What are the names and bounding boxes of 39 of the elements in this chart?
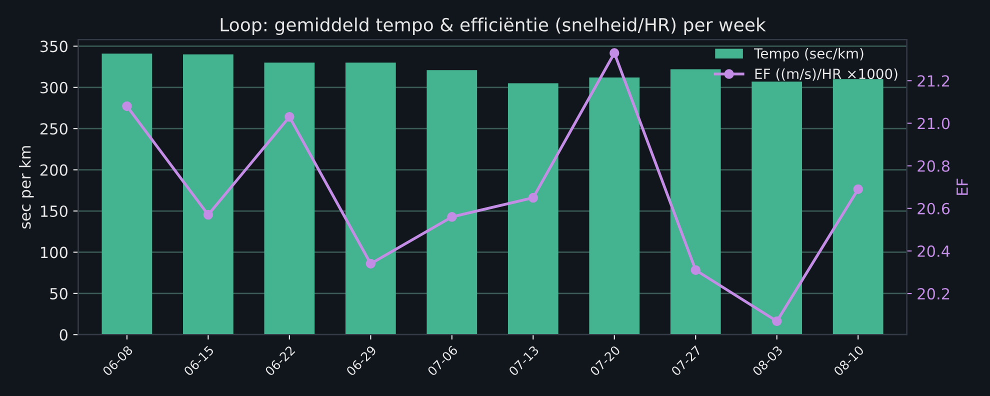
y-tick-label: 150 xyxy=(41,205,68,218)
legend-label: EF ((m/s)/HR ×1000) xyxy=(755,68,898,81)
point xyxy=(690,265,700,275)
y-axis-title: sec per km xyxy=(18,146,34,229)
bar xyxy=(670,69,721,335)
point xyxy=(366,258,376,269)
point xyxy=(528,192,538,203)
point xyxy=(447,212,457,222)
legend-label: Tempo (sec/km) xyxy=(754,48,864,62)
point xyxy=(203,210,214,220)
bar xyxy=(102,54,152,335)
y-tick-label: 300 xyxy=(40,82,68,94)
y-tick-label: 250 xyxy=(40,123,68,135)
y-tick-label: 50 xyxy=(50,288,68,300)
point xyxy=(610,48,620,58)
y-tick-label: 0 xyxy=(60,329,68,341)
y-tick-label: 200 xyxy=(40,164,68,176)
point xyxy=(284,112,294,122)
point xyxy=(122,101,132,112)
y2-tick-label: 20.4 xyxy=(918,245,950,257)
y2-axis-title: EF xyxy=(956,178,968,195)
bar xyxy=(264,62,315,335)
y2-tick-label: 21.2 xyxy=(918,75,950,86)
point xyxy=(853,184,863,194)
y2-tick-label: 21.0 xyxy=(918,118,950,130)
y2-tick-label: 20.6 xyxy=(918,202,950,214)
bar xyxy=(183,54,234,335)
bar xyxy=(589,78,640,335)
y-tick-label: 350 xyxy=(40,40,68,52)
point xyxy=(772,316,782,326)
bar xyxy=(426,70,478,335)
bar xyxy=(752,82,802,335)
y-tick-label: 100 xyxy=(41,246,68,258)
bar xyxy=(832,79,884,335)
bar xyxy=(345,62,396,335)
bar xyxy=(508,83,558,335)
chart-title: Loop: gemiddeld tempo & efficiëntie (snelheid/HR) per week xyxy=(220,18,766,36)
y2-tick-label: 20.2 xyxy=(918,288,950,300)
y2-tick-label: 20.8 xyxy=(918,160,950,172)
